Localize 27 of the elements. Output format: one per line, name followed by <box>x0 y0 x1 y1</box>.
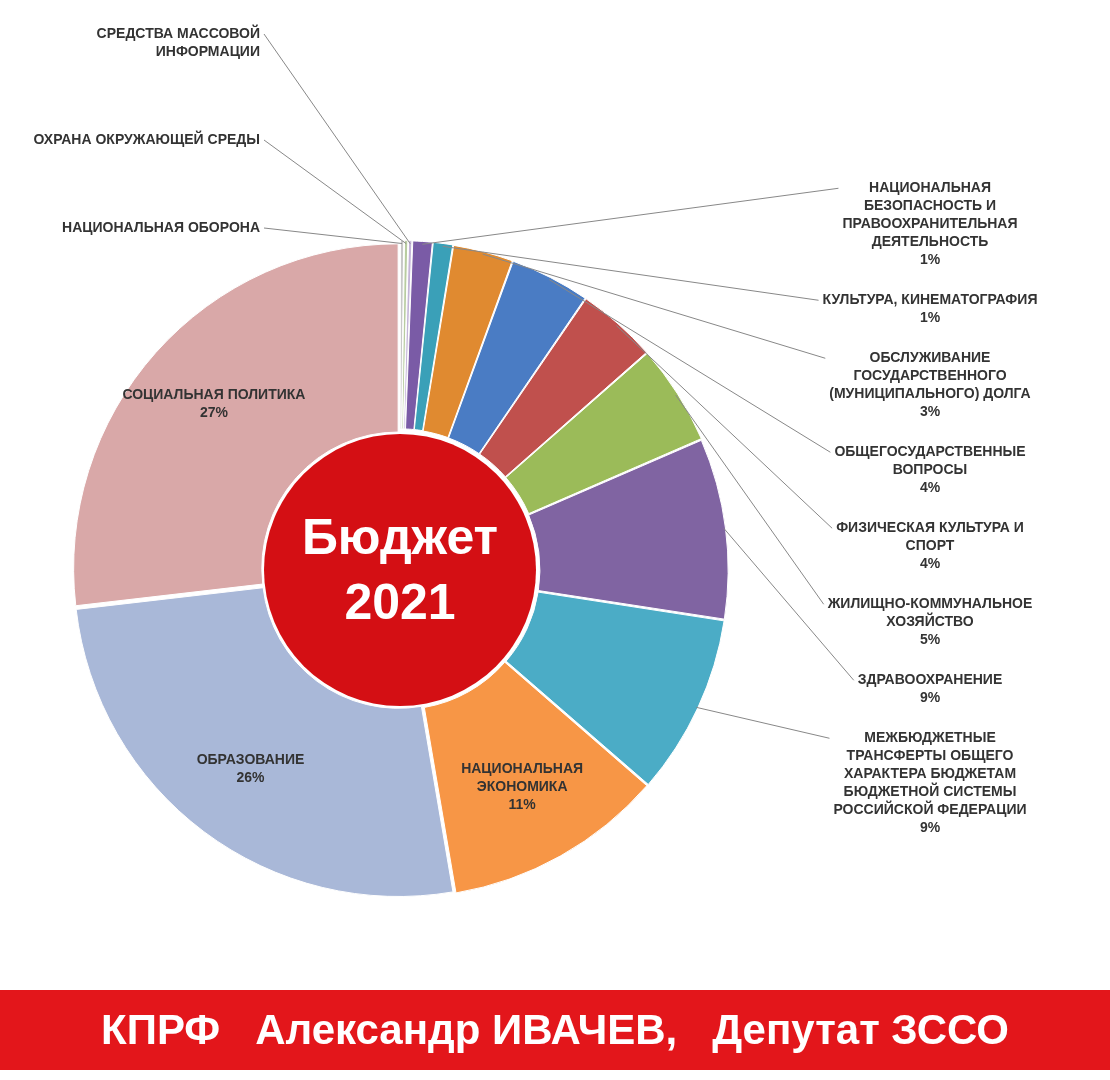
data-label: 11% <box>508 796 537 813</box>
slice-label: МЕЖБЮДЖЕТНЫЕ ТРАНСФЕРТЫ ОБЩЕГО ХАРАКТЕРА БЮДЖЕТАМ БЮДЖЕТНОЙ СИСТЕМЫ РОССИЙСКОЙ ФЕДЕРАЦИИ <box>833 729 1027 818</box>
slice-label: СОЦИАЛЬНАЯ ПОЛИТИКА <box>122 386 306 403</box>
data-label: 1% <box>919 251 941 268</box>
data-label: 5% <box>919 631 941 648</box>
slice-label: СРЕДСТВА МАССОВОЙ ИНФОРМАЦИИ <box>96 23 260 59</box>
data-label: 4% <box>919 555 941 572</box>
slice-label: ЖИЛИЩНО-КОММУНАЛЬНОЕ ХОЗЯЙСТВО <box>826 595 1033 630</box>
data-label: 9% <box>919 689 941 706</box>
slice-label: ОБЩЕГОСУДАРСТВЕННЫЕ ВОПРОСЫ <box>834 443 1026 478</box>
slice-label: ФИЗИЧЕСКАЯ КУЛЬТУРА И СПОРТ <box>836 519 1024 554</box>
slice-label: ОБСЛУЖИВАНИЕ ГОСУДАРСТВЕННОГО (МУНИЦИПАЛЬНОГО) ДОЛГА <box>829 349 1031 402</box>
data-label: 27% <box>199 404 229 421</box>
slice-label: НАЦИОНАЛЬНАЯ ЭКОНОМИКА <box>461 760 584 795</box>
slice-label: ОХРАНА ОКРУЖАЮЩЕЙ СРЕДЫ <box>33 129 260 147</box>
text: КПРФ Александр ИВАЧЕВ, Депутат ЗССО <box>0 990 1110 1070</box>
data-label: 3% <box>919 403 941 420</box>
data-label: 1% <box>919 309 941 326</box>
slice-label: ЗДРАВООХРАНЕНИЕ <box>857 671 1003 688</box>
data-label: 26% <box>236 769 266 786</box>
text: Бюджет 2021 <box>263 433 537 707</box>
slice-label: КУЛЬТУРА, КИНЕМАТОГРАФИЯ <box>822 291 1038 308</box>
slice-label: НАЦИОНАЛЬНАЯ ОБОРОНА <box>62 218 260 235</box>
slice-label: ОБРАЗОВАНИЕ <box>196 751 305 768</box>
slice-label: НАЦИОНАЛЬНАЯ БЕЗОПАСНОСТЬ И ПРАВООХРАНИТЕЛЬНАЯ ДЕЯТЕЛЬНОСТЬ <box>842 179 1018 250</box>
data-label: 4% <box>919 479 941 496</box>
data-label: 9% <box>919 819 941 836</box>
